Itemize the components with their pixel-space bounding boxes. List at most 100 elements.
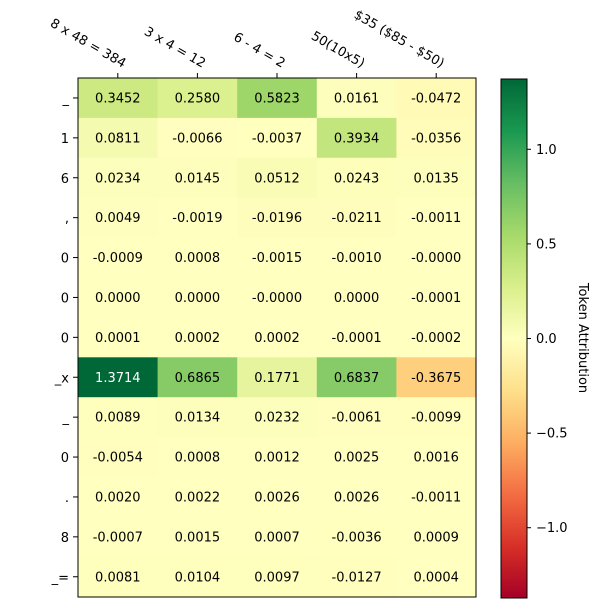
heatmap-cell <box>237 516 318 558</box>
heatmap-cell <box>316 397 397 438</box>
heatmap-cell <box>237 157 318 199</box>
cell-value-labels: 0.3452 0.2580 0.5823 0.0161 -0.0472 0.0811 -0.… <box>93 91 462 585</box>
heatmap-cell <box>237 556 318 598</box>
cell-value-label: 0.0049 <box>95 211 141 226</box>
heatmap-cell <box>316 516 397 558</box>
y-tick-label: 0 <box>61 451 69 466</box>
cell-value-label: -0.0037 <box>252 131 302 146</box>
x-tick-label: 50(10x5) <box>308 29 367 72</box>
heatmap-cell <box>157 78 238 119</box>
cell-value-label: -0.0099 <box>411 411 461 426</box>
colorbar-tick-label: −0.5 <box>536 427 568 442</box>
cell-value-label: 0.6865 <box>175 371 221 386</box>
cell-value-label: 0.0243 <box>334 171 380 186</box>
cell-value-label: -0.0356 <box>411 131 461 146</box>
cell-value-label: 0.2580 <box>175 91 221 106</box>
y-tick-label: _= <box>51 571 69 586</box>
cell-value-label: 0.0161 <box>334 91 380 106</box>
cell-value-label: 0.0008 <box>175 451 221 466</box>
cell-value-label: -0.0019 <box>172 211 222 226</box>
cell-value-label: 0.0081 <box>95 570 141 585</box>
heatmap-cell <box>78 556 159 598</box>
cell-value-label: -0.0000 <box>252 291 302 306</box>
colorbar-tick-label: 0.5 <box>536 237 557 252</box>
heatmap-cell <box>157 397 238 438</box>
cell-value-label: 0.0512 <box>254 171 300 186</box>
y-axis: _ 1 6, 0 0 0 _x _ 0. 8 _= <box>51 92 78 586</box>
cell-value-label: -0.3675 <box>411 371 461 386</box>
heatmap-cell <box>78 197 159 239</box>
heatmap-cell <box>237 437 318 478</box>
heatmap-cell <box>237 197 318 239</box>
cell-value-label: -0.0054 <box>93 451 143 466</box>
cell-value-label: 0.0000 <box>95 291 141 306</box>
cell-value-label: 0.0002 <box>175 331 221 346</box>
cell-value-label: 0.0025 <box>334 451 380 466</box>
cell-value-label: 0.0020 <box>95 490 141 505</box>
cell-value-label: 0.0026 <box>334 490 380 505</box>
heatmap-cell <box>78 157 159 199</box>
cell-value-label: 0.0104 <box>175 570 221 585</box>
cell-value-label: -0.0196 <box>252 211 302 226</box>
cell-value-label: -0.0015 <box>252 251 302 266</box>
heatmap-cell <box>396 397 477 438</box>
heatmap-cell <box>78 237 159 279</box>
y-tick-label: , <box>65 212 69 227</box>
cell-value-label: -0.0061 <box>332 411 382 426</box>
cell-value-label: 0.0009 <box>413 530 459 545</box>
x-axis: 8 x 48 = 384 3 x 4 = 12 6 - 4 = 2 50(10x5)$… <box>47 8 447 78</box>
cell-value-label: -0.0066 <box>172 131 222 146</box>
heatmap-cell <box>78 397 159 438</box>
heatmap-cell <box>78 477 159 518</box>
cell-value-label: 0.0089 <box>95 411 141 426</box>
y-tick-label: _x <box>54 371 70 386</box>
cell-value-label: 0.6837 <box>334 371 380 386</box>
cell-value-label: 0.0022 <box>175 490 221 505</box>
cell-value-label: 1.3714 <box>95 371 141 386</box>
heatmap-cell <box>78 78 159 119</box>
cell-value-label: 0.0012 <box>254 451 300 466</box>
cell-value-label: 0.0015 <box>175 530 221 545</box>
cell-value-label: -0.0009 <box>93 251 143 266</box>
x-tick-label: 3 x 4 = 12 <box>141 24 208 71</box>
cell-value-label: 0.0811 <box>95 131 141 146</box>
cell-value-label: -0.0036 <box>332 530 382 545</box>
y-tick-label: 1 <box>61 132 69 147</box>
heatmap-cell <box>157 357 238 398</box>
heatmap-cell <box>157 516 238 558</box>
heatmap-cell <box>396 157 477 199</box>
cell-value-label: 0.0145 <box>175 171 221 186</box>
cell-value-label: 0.0097 <box>254 570 300 585</box>
heatmap-cell <box>316 277 397 318</box>
heatmap-cell <box>237 317 318 358</box>
colorbar-label: Token Attribution <box>575 282 590 393</box>
heatmap-cell <box>396 317 477 358</box>
cell-value-label: 0.5823 <box>254 91 300 106</box>
x-tick-label: $35 ($85 - $50) <box>351 8 447 72</box>
cell-value-label: 0.0135 <box>413 171 459 186</box>
y-tick-label: 0 <box>61 331 69 346</box>
cell-value-label: 0.0000 <box>334 291 380 306</box>
heatmap-cell <box>396 197 477 239</box>
heatmap-cell <box>396 477 477 518</box>
heatmap-cell <box>157 237 238 279</box>
heatmap-cell <box>157 317 238 358</box>
cell-value-label: 0.0004 <box>413 570 459 585</box>
cell-value-label: -0.0001 <box>332 331 382 346</box>
y-tick-label: 8 <box>61 531 69 546</box>
cell-value-label: 0.0232 <box>254 411 300 426</box>
y-tick-label: _ <box>62 92 70 107</box>
heatmap-cell <box>396 117 477 159</box>
heatmap-cell <box>157 157 238 199</box>
heatmap-cell <box>396 78 477 119</box>
heatmap-cell <box>396 516 477 558</box>
heatmap-cell <box>78 357 159 398</box>
heatmap-cell <box>316 317 397 358</box>
cell-value-label: 0.0001 <box>95 331 141 346</box>
heatmap-cell <box>316 357 397 398</box>
cell-value-label: 0.0007 <box>254 530 300 545</box>
heatmap-cell <box>157 117 238 159</box>
cell-value-label: 0.0026 <box>254 490 300 505</box>
cell-value-label: -0.0010 <box>332 251 382 266</box>
